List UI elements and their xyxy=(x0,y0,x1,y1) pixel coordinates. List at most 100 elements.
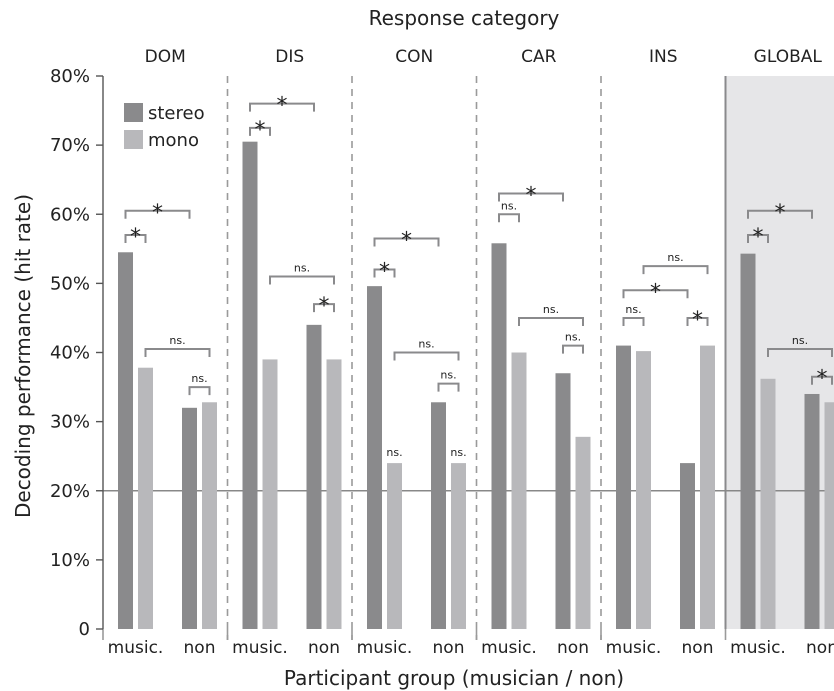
sig-star-label: * xyxy=(255,118,266,143)
sig-bracket xyxy=(124,233,147,243)
panel-label-ins: INS xyxy=(649,47,678,67)
sig-bracket xyxy=(811,375,833,385)
sig-bracket xyxy=(373,268,396,278)
y-tick-label: 80% xyxy=(50,66,90,87)
y-tick-label: 50% xyxy=(50,273,90,294)
legend-label-mono: mono xyxy=(148,130,199,151)
bar-dis-music-stereo xyxy=(242,141,258,629)
sig-star-label: * xyxy=(753,225,764,250)
sig-bracket xyxy=(498,213,520,223)
x-tick-label: non xyxy=(184,638,216,658)
sig-star-label: * xyxy=(817,367,828,392)
bar-dom-non-mono xyxy=(202,402,217,629)
bar-ins-music-stereo xyxy=(616,345,631,629)
sig-bracket xyxy=(249,126,271,136)
bar-con-non-mono xyxy=(451,463,466,629)
bar-dom-music-stereo xyxy=(118,252,133,630)
sig-ns-label: ns. xyxy=(440,369,456,382)
sig-star-label: * xyxy=(379,260,390,285)
sig-ns-label: ns. xyxy=(667,251,683,264)
legend-swatch-mono xyxy=(124,130,143,149)
x-tick-label: music. xyxy=(481,638,537,658)
sig-note-label: ns. xyxy=(386,446,402,459)
bar-dis-non-stereo xyxy=(306,324,322,629)
sig-star-label: * xyxy=(152,201,163,226)
bar-con-music-mono xyxy=(387,463,402,629)
bar-global-music-mono xyxy=(760,378,776,629)
sig-bracket xyxy=(249,102,315,112)
sig-bracket xyxy=(642,265,709,275)
bar-car-non-stereo xyxy=(555,373,571,629)
sig-star-label: * xyxy=(692,308,703,333)
sig-star-label: * xyxy=(526,184,537,209)
sig-ns-label: ns. xyxy=(169,334,185,347)
sig-ns-label: ns. xyxy=(418,338,434,351)
sig-bracket xyxy=(144,348,211,358)
sig-bracket xyxy=(498,192,564,202)
bar-dis-non-mono xyxy=(326,359,342,629)
bar-ins-music-mono xyxy=(636,351,651,629)
sig-bracket xyxy=(437,382,460,392)
x-axis-title: Participant group (musician / non) xyxy=(284,666,624,690)
y-tick-label: 10% xyxy=(50,550,90,571)
sig-bracket xyxy=(124,209,191,219)
panel-label-dom: DOM xyxy=(145,47,186,67)
sig-star-label: * xyxy=(775,201,786,226)
legend: stereo mono xyxy=(124,103,205,151)
y-tick-label: 70% xyxy=(50,135,90,156)
bar-car-music-stereo xyxy=(491,243,507,629)
sig-bracket xyxy=(622,316,645,326)
x-tick-label: music. xyxy=(108,638,164,658)
bar-global-non-stereo xyxy=(804,393,820,629)
sig-ns-label: ns. xyxy=(191,372,207,385)
bar-car-non-mono xyxy=(575,436,591,629)
sig-bracket xyxy=(269,275,335,285)
bar-ins-non-mono xyxy=(700,345,715,629)
y-axis-title: Decoding performance (hit rate) xyxy=(11,194,35,518)
panel-label-con: CON xyxy=(395,47,433,67)
bar-dom-music-mono xyxy=(138,367,153,629)
sig-bracket xyxy=(747,233,769,243)
sig-star-label: * xyxy=(319,294,330,319)
sig-bracket xyxy=(747,209,813,219)
sig-bracket xyxy=(767,348,833,358)
x-tick-label: music. xyxy=(606,638,662,658)
sig-star-label: * xyxy=(650,280,661,305)
sig-ns-label: ns. xyxy=(294,261,310,274)
sig-ns-label: ns. xyxy=(543,303,559,316)
panel-label-car: CAR xyxy=(521,47,556,67)
x-tick-label: non xyxy=(433,638,465,658)
sig-bracket xyxy=(373,237,440,247)
sig-ns-label: ns. xyxy=(625,303,641,316)
sig-ns-label: ns. xyxy=(792,334,808,347)
top-title: Response category xyxy=(369,6,560,30)
bar-car-music-mono xyxy=(511,352,527,629)
sig-star-label: * xyxy=(277,94,288,119)
sig-ns-label: ns. xyxy=(565,331,581,344)
sig-star-label: * xyxy=(130,225,141,250)
panel-label-dis: DIS xyxy=(275,47,304,67)
bar-global-music-stereo xyxy=(740,253,756,629)
legend-label-stereo: stereo xyxy=(148,103,205,124)
y-tick-label: 20% xyxy=(50,481,90,502)
y-tick-label: 60% xyxy=(50,204,90,225)
axis-layer: DOM music. non DIS music. non CON music. non CAR m… xyxy=(50,47,834,658)
x-tick-label: non xyxy=(557,638,589,658)
bar-con-non-stereo xyxy=(431,402,446,629)
y-tick-label: 40% xyxy=(50,343,90,364)
x-tick-label: non xyxy=(806,638,834,658)
sig-bracket xyxy=(393,351,460,361)
sig-bracket xyxy=(686,316,709,326)
sig-bracket xyxy=(518,316,584,326)
x-tick-label: non xyxy=(682,638,714,658)
x-tick-label: music. xyxy=(357,638,413,658)
x-tick-label: music. xyxy=(232,638,288,658)
bar-con-music-stereo xyxy=(367,286,382,629)
bar-global-non-mono xyxy=(824,402,834,629)
panel-label-global: GLOBAL xyxy=(754,47,823,67)
y-tick-label: 0 xyxy=(79,619,90,640)
bars-layer xyxy=(118,141,834,630)
significance-layer: * * ns. ns. * * ns. * * * ns. ns. ns. ns. ns. * ns. ns. ns… xyxy=(124,94,833,459)
sig-star-label: * xyxy=(401,228,412,253)
